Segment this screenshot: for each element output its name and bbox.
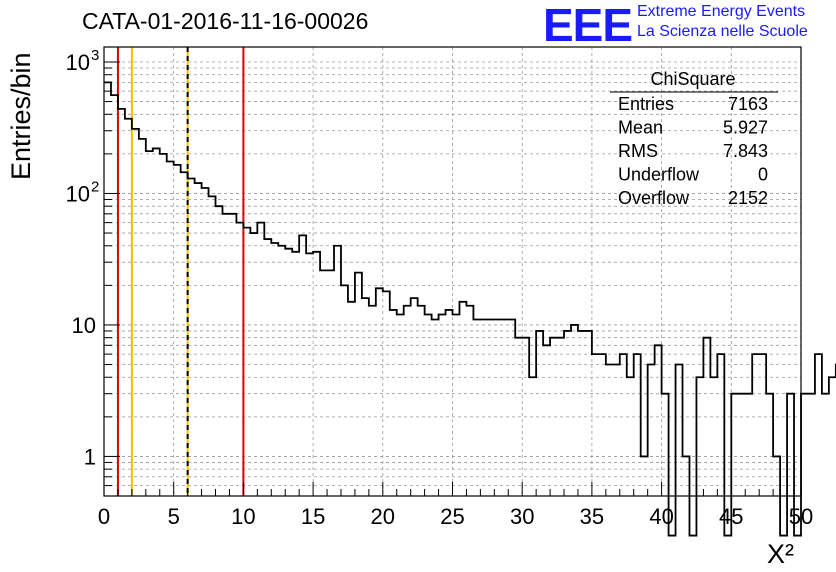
y-tick-label: 10 [66, 181, 90, 206]
x-tick-label: 25 [440, 504, 464, 529]
stats-value: 0 [758, 165, 768, 185]
y-tick-exponent: 3 [91, 47, 99, 64]
x-tick-label: 10 [231, 504, 255, 529]
stats-value: 2152 [728, 188, 768, 208]
stats-title: ChiSquare [650, 69, 735, 89]
x-tick-label: 20 [371, 504, 395, 529]
stats-label: Mean [618, 118, 663, 138]
x-tick-label: 50 [789, 504, 813, 529]
stats-label: Overflow [618, 188, 690, 208]
chart-title: CATA-01-2016-11-16-00026 [82, 8, 369, 34]
y-tick-label: 10 [72, 313, 96, 338]
x-tick-label: 45 [719, 504, 743, 529]
y-tick-label: 1 [84, 444, 96, 469]
histogram-series [104, 81, 836, 537]
x-tick-label: 40 [649, 504, 673, 529]
y-axis-label: Entries/bin [6, 52, 36, 180]
y-tick-exponent: 2 [91, 178, 99, 195]
stats-value: 7.843 [723, 141, 768, 161]
stats-label: Underflow [618, 165, 700, 185]
stats-label: Entries [618, 94, 674, 114]
stats-box: ChiSquare Entries 7163 Mean 5.927 RMS 7.843 Un… [610, 69, 778, 208]
stats-value: 7163 [728, 94, 768, 114]
x-tick-label: 5 [168, 504, 180, 529]
x-tick-label: 35 [580, 504, 604, 529]
x-tick-label: 30 [510, 504, 534, 529]
y-tick-label: 10 [66, 50, 90, 75]
x-axis: 0 5 10 15 20 25 30 35 40 45 50 [98, 482, 813, 529]
x-tick-label: 15 [301, 504, 325, 529]
stats-value: 5.927 [723, 118, 768, 138]
logo-subtitle-line2: La Scienza nelle Scuole [637, 23, 808, 40]
x-tick-label: 0 [98, 504, 110, 529]
logo-subtitle-line1: Extreme Energy Events [637, 3, 806, 20]
stats-label: RMS [618, 141, 658, 161]
x-axis-label: X² [767, 539, 794, 569]
eee-logo: EEE [543, 0, 633, 51]
histogram-line [104, 81, 836, 537]
